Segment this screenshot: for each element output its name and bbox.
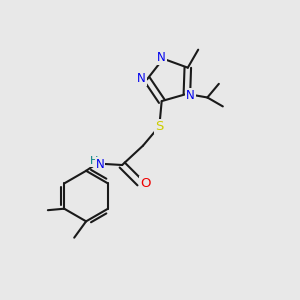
Text: N: N [186,89,195,102]
Text: N: N [157,51,166,64]
Text: N: N [137,72,146,85]
Text: S: S [155,120,164,133]
Text: O: O [140,177,151,190]
Text: N: N [95,158,104,171]
Text: H: H [90,156,99,166]
